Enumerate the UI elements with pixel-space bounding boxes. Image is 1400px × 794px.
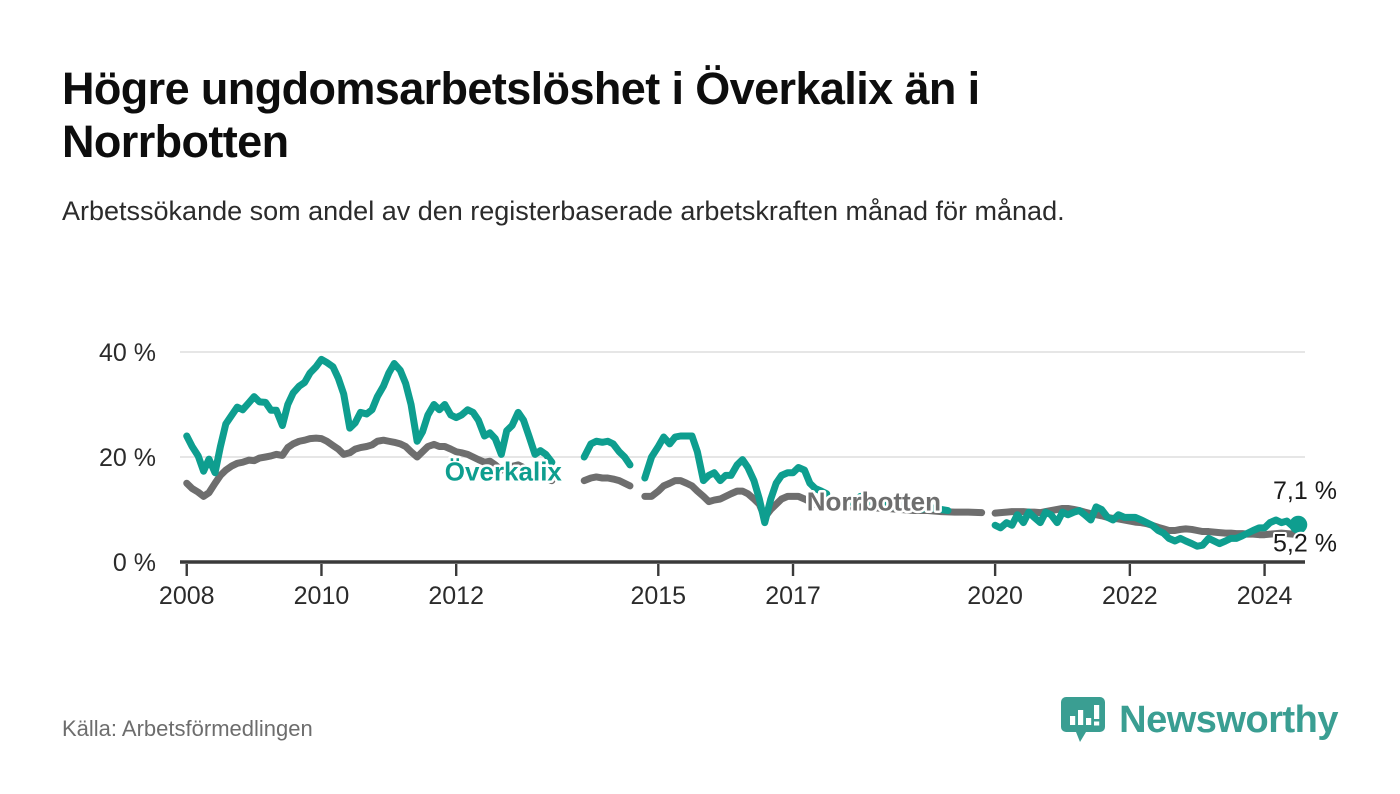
x-axis-labels: 2008 2010 2012 2015 2017 2020 2022 2024 xyxy=(159,564,1293,610)
y-tick-label: 0 % xyxy=(113,549,156,577)
x-tick-label: 2017 xyxy=(765,582,821,610)
gridlines xyxy=(180,351,1305,564)
series-line xyxy=(991,504,1302,539)
y-tick-label: 20 % xyxy=(99,444,156,472)
page-title: Högre ungdomsarbetslöshet i Överkalix än… xyxy=(62,63,980,168)
series-line xyxy=(183,355,556,477)
x-tick-label: 2020 xyxy=(967,582,1023,610)
chart-footer: Källa: Arbetsförmedlingen Newsworthy xyxy=(0,674,1400,794)
x-tick-label: 2022 xyxy=(1102,582,1158,610)
series-norrbotten xyxy=(183,434,1302,539)
x-tick-label: 2010 xyxy=(294,582,350,610)
chart-subtitle: Arbetssökande som andel av den registerb… xyxy=(62,196,1065,227)
series-line xyxy=(850,503,986,517)
x-tick-label: 2015 xyxy=(630,582,686,610)
series-line xyxy=(183,434,556,500)
end-point-marker xyxy=(1289,515,1308,534)
x-tick-label: 2008 xyxy=(159,582,215,610)
y-tick-label: 40 % xyxy=(99,339,156,367)
series-label: Överkalix xyxy=(445,457,563,487)
end-value-label: 5,2 % xyxy=(1273,530,1337,558)
series-line xyxy=(641,432,831,527)
series--verkalix xyxy=(183,355,1302,550)
chart-bubble-icon xyxy=(1061,697,1106,742)
end-value-label: 7,1 % xyxy=(1273,477,1337,505)
brand-logo-group: Newsworthy xyxy=(1060,696,1338,744)
series-label: Norrbotten xyxy=(807,487,941,517)
brand-name: Newsworthy xyxy=(1119,699,1338,741)
chart-annotations: Överkalix Norrbotten 7,1 % 5,2 % xyxy=(442,454,1339,559)
x-tick-label: 2024 xyxy=(1237,582,1293,610)
chart-header: Högre ungdomsarbetslöshet i Överkalix än… xyxy=(62,62,1182,230)
series-line xyxy=(991,503,1302,550)
series-line xyxy=(641,477,831,521)
x-tick-label: 2012 xyxy=(428,582,484,610)
series-line xyxy=(580,473,634,490)
y-axis-labels: 0 % 20 % 40 % xyxy=(99,339,156,577)
series-line xyxy=(580,437,634,469)
source-note: Källa: Arbetsförmedlingen xyxy=(62,716,313,741)
series-line xyxy=(850,492,952,515)
